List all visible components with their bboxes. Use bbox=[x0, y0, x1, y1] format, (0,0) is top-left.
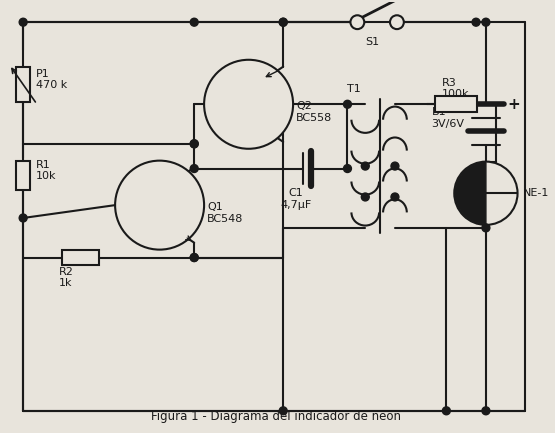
Text: +: + bbox=[508, 97, 521, 112]
Text: B1
3V/6V: B1 3V/6V bbox=[432, 107, 465, 129]
Circle shape bbox=[482, 224, 490, 232]
Circle shape bbox=[472, 18, 480, 26]
Bar bbox=[16, 67, 30, 102]
Bar bbox=[436, 97, 477, 112]
Text: T1: T1 bbox=[347, 84, 361, 94]
Bar bbox=[16, 161, 30, 190]
Circle shape bbox=[190, 165, 198, 172]
Circle shape bbox=[482, 407, 490, 415]
Circle shape bbox=[279, 18, 287, 26]
Circle shape bbox=[390, 15, 404, 29]
Circle shape bbox=[19, 214, 27, 222]
Circle shape bbox=[442, 407, 450, 415]
Circle shape bbox=[115, 161, 204, 250]
Text: Q2
BC558: Q2 BC558 bbox=[296, 101, 332, 123]
Circle shape bbox=[190, 18, 198, 26]
Bar bbox=[62, 250, 99, 265]
Circle shape bbox=[361, 162, 369, 170]
Wedge shape bbox=[455, 163, 486, 224]
Circle shape bbox=[190, 254, 198, 262]
Circle shape bbox=[279, 407, 287, 415]
Text: Q1
BC548: Q1 BC548 bbox=[207, 202, 244, 224]
Text: R2
1k: R2 1k bbox=[59, 267, 74, 288]
Circle shape bbox=[204, 60, 293, 149]
Circle shape bbox=[190, 140, 198, 148]
Text: S1: S1 bbox=[365, 37, 380, 47]
Text: R3
100k: R3 100k bbox=[441, 78, 469, 99]
Text: C1
4,7µF: C1 4,7µF bbox=[280, 188, 312, 210]
Text: P1
470 k: P1 470 k bbox=[36, 69, 67, 90]
Circle shape bbox=[190, 254, 198, 262]
Circle shape bbox=[391, 162, 399, 170]
Circle shape bbox=[344, 165, 351, 172]
Text: R1
10k: R1 10k bbox=[36, 160, 57, 181]
Circle shape bbox=[350, 15, 364, 29]
Circle shape bbox=[279, 18, 287, 26]
Circle shape bbox=[361, 193, 369, 201]
Text: Figura 1 - Diagrama del indicador de neón: Figura 1 - Diagrama del indicador de neó… bbox=[151, 410, 401, 423]
Text: NE-1: NE-1 bbox=[522, 188, 549, 198]
Circle shape bbox=[391, 193, 399, 201]
Circle shape bbox=[482, 18, 490, 26]
Circle shape bbox=[344, 100, 351, 108]
Circle shape bbox=[190, 140, 198, 148]
Circle shape bbox=[19, 18, 27, 26]
Circle shape bbox=[455, 162, 518, 225]
